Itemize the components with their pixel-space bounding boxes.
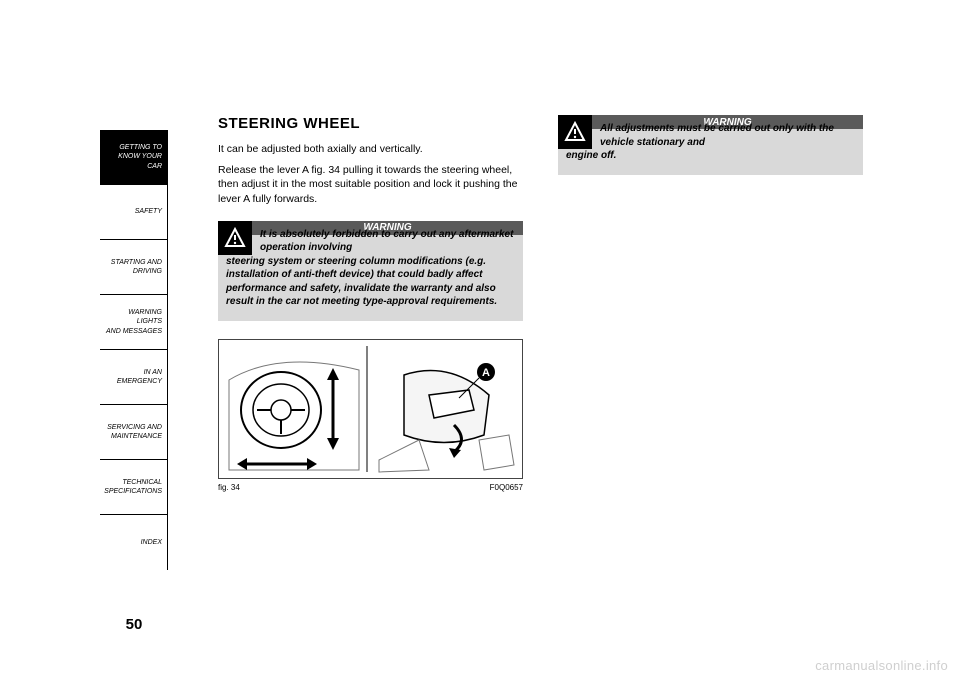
intro-text: It can be adjusted both axially and vert… (218, 142, 523, 157)
figure-caption-left: fig. 34 (218, 483, 240, 492)
sidebar-item-index[interactable]: INDEX (100, 515, 168, 570)
warning-indent-first: All adjustments must be carried out only… (592, 129, 863, 149)
column-right: WARNING All adjustments must be carried … (558, 115, 863, 175)
content-area: GETTING TO KNOW YOUR CAR SAFETY STARTING… (100, 115, 895, 635)
manual-page: GETTING TO KNOW YOUR CAR SAFETY STARTING… (0, 0, 960, 679)
sidebar-item-label: STARTING AND DRIVING (111, 258, 162, 276)
warning-header: WARNING It is absolutely forbidden to ca… (218, 221, 523, 255)
section-tabs-sidebar: GETTING TO KNOW YOUR CAR SAFETY STARTING… (100, 130, 168, 570)
sidebar-item-safety[interactable]: SAFETY (100, 185, 168, 240)
warning-indent-first: It is absolutely forbidden to carry out … (252, 235, 523, 255)
sidebar-item-warning-lights[interactable]: WARNING LIGHTS AND MESSAGES (100, 295, 168, 350)
sidebar-item-label: WARNING LIGHTS AND MESSAGES (102, 308, 162, 335)
sidebar-item-tech-specs[interactable]: TECHNICAL SPECIFICATIONS (100, 460, 168, 515)
sidebar-item-emergency[interactable]: IN AN EMERGENCY (100, 350, 168, 405)
sidebar-item-label: GETTING TO KNOW YOUR CAR (102, 143, 162, 170)
sidebar-item-servicing[interactable]: SERVICING AND MAINTENANCE (100, 405, 168, 460)
figure-34: A fig. 34 F0Q0657 (218, 339, 523, 492)
warning-header: WARNING All adjustments must be carried … (558, 115, 863, 149)
warning-body-rest: steering system or steering column modif… (218, 255, 523, 313)
warning-box: WARNING It is absolutely forbidden to ca… (218, 221, 523, 321)
warning-body-rest: engine off. (558, 149, 863, 167)
figure-label-a: A (482, 367, 490, 379)
sidebar-item-label: SERVICING AND MAINTENANCE (107, 423, 162, 441)
warning-triangle-icon (558, 115, 592, 149)
column-left: STEERING WHEEL It can be adjusted both a… (218, 115, 523, 492)
figure-caption-right: F0Q0657 (490, 483, 523, 492)
sidebar-item-label: SAFETY (135, 207, 162, 216)
sidebar-item-starting-driving[interactable]: STARTING AND DRIVING (100, 240, 168, 295)
warning-body-first: All adjustments must be carried out only… (600, 122, 855, 149)
sidebar-item-label: TECHNICAL SPECIFICATIONS (104, 478, 162, 496)
figure-caption-row: fig. 34 F0Q0657 (218, 483, 523, 492)
figure-illustration: A (218, 339, 523, 479)
section-heading: STEERING WHEEL (218, 115, 523, 132)
warning-body-first: It is absolutely forbidden to carry out … (260, 228, 515, 255)
warning-triangle-icon (218, 221, 252, 255)
warning-box: WARNING All adjustments must be carried … (558, 115, 863, 175)
body-paragraph: Release the lever A fig. 34 pulling it t… (218, 163, 523, 207)
sidebar-item-getting-to-know[interactable]: GETTING TO KNOW YOUR CAR (100, 130, 168, 185)
watermark: carmanualsonline.info (815, 658, 948, 673)
sidebar-item-label: INDEX (141, 538, 162, 547)
sidebar-item-label: IN AN EMERGENCY (102, 368, 162, 386)
page-number: 50 (100, 616, 168, 633)
